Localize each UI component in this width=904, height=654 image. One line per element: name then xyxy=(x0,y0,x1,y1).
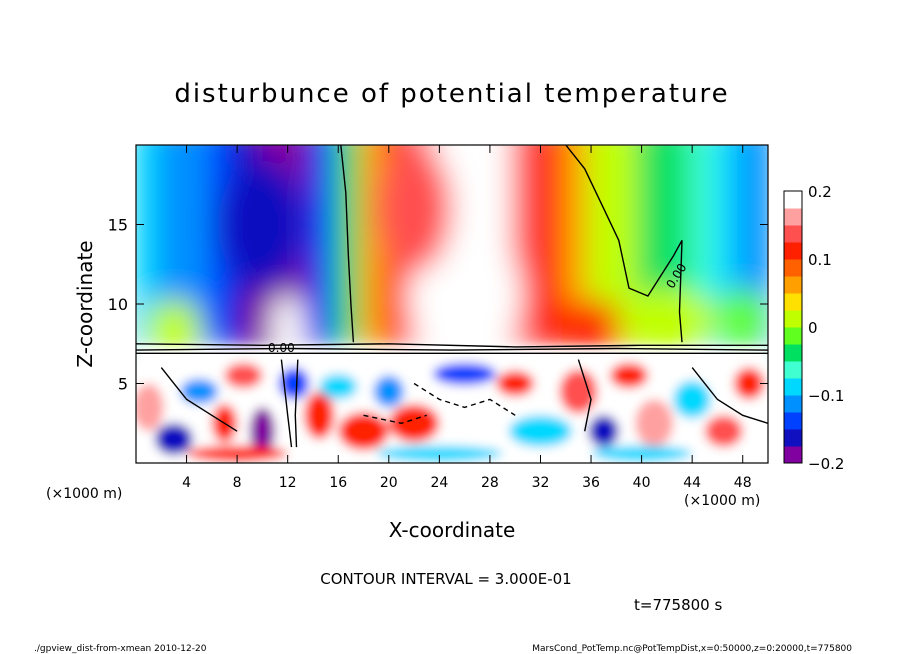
colorbar-swatch xyxy=(784,327,802,345)
field-patch xyxy=(433,362,497,386)
footer-right: MarsCond_PotTemp.nc@PotTempDist,x=0:5000… xyxy=(532,644,852,654)
field-patch xyxy=(373,375,404,408)
field-patch xyxy=(508,415,573,448)
colorbar: 0.2 0.1 0 −0.1 −0.2 xyxy=(783,183,844,473)
field-blob xyxy=(376,145,452,273)
field-patch xyxy=(136,383,164,432)
contour-line xyxy=(136,343,768,348)
colorbar-swatch xyxy=(784,242,802,260)
field-patch xyxy=(278,367,310,400)
colorbar-swatch xyxy=(784,412,802,430)
contour-line xyxy=(160,367,238,432)
field-patch xyxy=(154,423,193,456)
colorbar-swatch xyxy=(784,395,802,413)
contour-lines xyxy=(136,145,768,448)
contour-line xyxy=(691,367,768,424)
x-tick-label: 24 xyxy=(430,475,448,491)
colorbar-swatch xyxy=(784,276,802,294)
contour-line xyxy=(565,145,683,343)
field-patch xyxy=(588,415,619,448)
contour-label-1: 0.00 xyxy=(268,341,295,355)
field-patch xyxy=(673,380,712,419)
field-blob xyxy=(616,288,718,352)
colorbar-swatch xyxy=(784,191,802,209)
colorbar-tick-label: −0.2 xyxy=(808,455,844,473)
field-blob xyxy=(407,224,522,368)
field-patch xyxy=(338,412,389,451)
x-axis: 4 8 12 16 20 24 28 32 36 40 44 48 xyxy=(182,145,752,491)
colorbar-swatch xyxy=(784,310,802,328)
colorbar-tick-label: 0.1 xyxy=(808,251,832,269)
contour-line xyxy=(340,145,355,343)
x-axis-unit-left: (×1000 m) xyxy=(46,486,122,502)
colorbar-swatch xyxy=(784,361,802,379)
colorbar-tick-label: 0 xyxy=(808,319,818,337)
field-patch xyxy=(704,415,743,448)
field-patch xyxy=(186,445,288,462)
field-patch xyxy=(610,362,648,389)
upper-layer-field xyxy=(136,145,768,368)
time-annotation: t=775800 s xyxy=(634,596,722,614)
colorbar-swatch xyxy=(784,259,802,277)
y-axis: 5 10 15 xyxy=(108,216,768,394)
field-blob xyxy=(218,160,307,289)
field-patch xyxy=(180,378,219,405)
x-tick-label: 16 xyxy=(329,475,347,491)
x-tick-label: 48 xyxy=(734,475,752,491)
y-axis-label: Z-coordinate xyxy=(73,240,97,367)
x-axis-label: X-coordinate xyxy=(389,518,516,542)
x-tick-label: 32 xyxy=(532,475,550,491)
field-patch xyxy=(733,367,765,400)
y-tick-label: 10 xyxy=(108,295,128,314)
colorbar-swatch xyxy=(784,429,802,447)
colorbar-frame xyxy=(783,190,803,464)
contour-interval-note: CONTOUR INTERVAL = 3.000E-01 xyxy=(320,570,571,588)
colorbar-tick-label: −0.1 xyxy=(808,387,844,405)
contour-line xyxy=(136,347,768,351)
field-patch xyxy=(319,373,358,400)
field-patch xyxy=(635,399,674,448)
colorbar-swatch xyxy=(784,225,802,243)
contour-line xyxy=(577,359,592,432)
x-tick-label: 4 xyxy=(182,475,191,491)
colorbar-swatch xyxy=(784,378,802,396)
field-patch xyxy=(224,362,263,389)
colorbar-tick-label: 0.2 xyxy=(808,183,832,201)
contour-line xyxy=(294,359,299,448)
chart-title: disturbunce of potential temperature xyxy=(174,79,729,109)
lower-layer-field xyxy=(136,346,768,463)
heatmap-field xyxy=(136,145,768,463)
colorbar-swatch xyxy=(784,293,802,311)
x-tick-label: 8 xyxy=(233,475,242,491)
colorbar-swatch xyxy=(784,208,802,226)
field-blob xyxy=(271,294,305,359)
contour-line xyxy=(363,414,427,425)
field-blob xyxy=(146,299,202,357)
field-patch xyxy=(376,445,503,462)
x-tick-label: 20 xyxy=(380,475,398,491)
field-patch xyxy=(388,404,440,443)
footer-left: ./gpview_dist-from-xmean 2010-12-20 xyxy=(34,644,207,654)
y-tick-label: 5 xyxy=(118,375,128,394)
field-blob xyxy=(717,288,768,352)
field-patch xyxy=(496,370,535,397)
x-axis-unit-right: (×1000 m) xyxy=(684,493,760,509)
colorbar-swatch xyxy=(784,344,802,362)
field-patch xyxy=(304,391,335,440)
x-tick-label: 36 xyxy=(582,475,600,491)
field-blob xyxy=(546,300,636,352)
colorbar-swatch xyxy=(784,446,802,464)
field-patch xyxy=(249,407,276,456)
y-tick-label: 15 xyxy=(108,216,128,235)
x-tick-label: 28 xyxy=(481,475,499,491)
contour-line xyxy=(413,382,516,416)
field-patch xyxy=(591,445,693,462)
contour-line xyxy=(280,359,293,448)
x-tick-label: 12 xyxy=(279,475,297,491)
x-tick-label: 44 xyxy=(683,475,701,491)
x-tick-label: 40 xyxy=(633,475,651,491)
field-patch xyxy=(559,369,598,414)
